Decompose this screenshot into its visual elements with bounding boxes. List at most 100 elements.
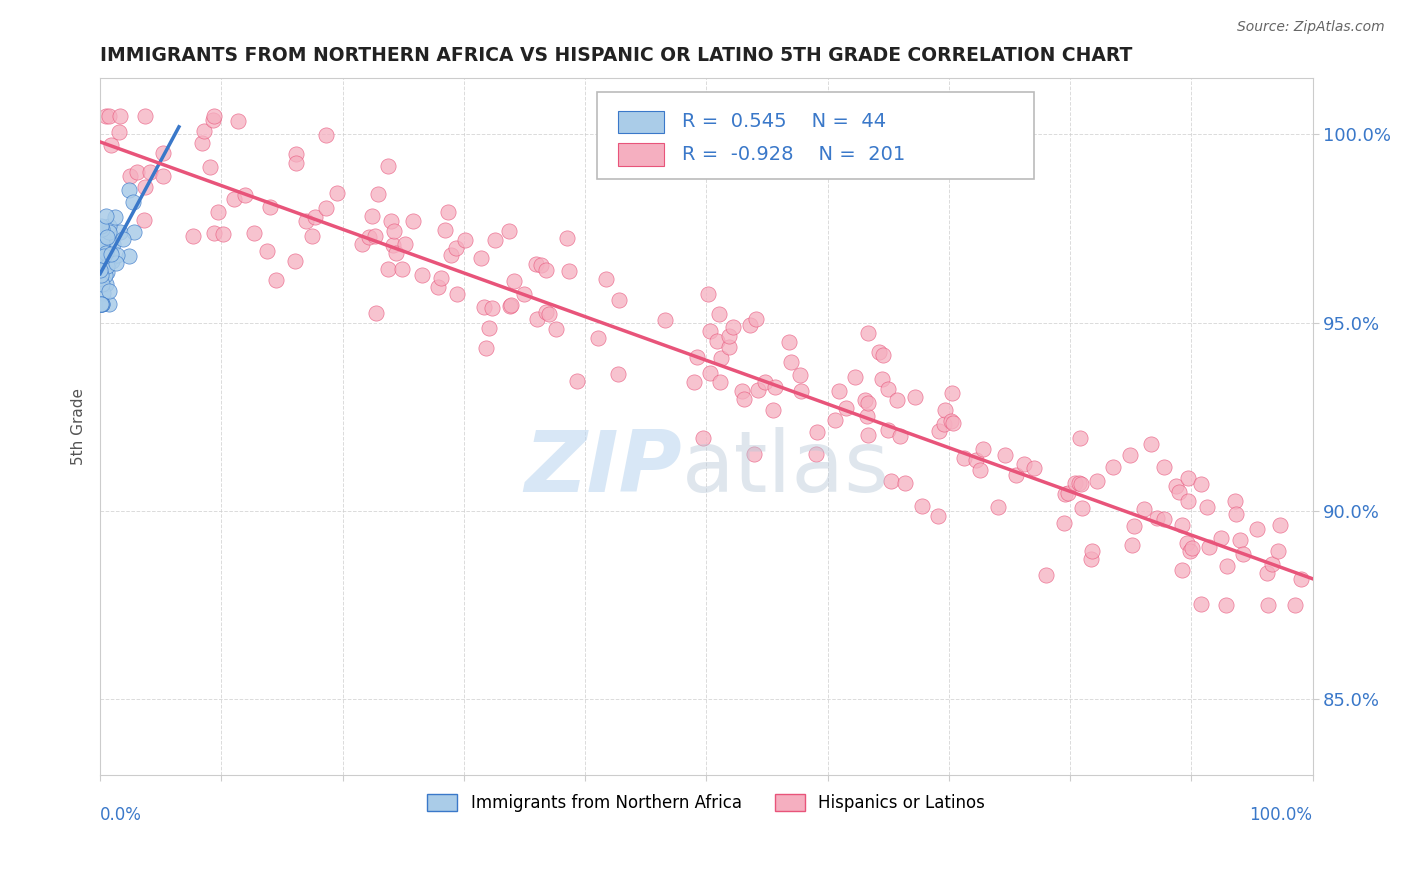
Point <box>100 138 122 153</box>
Point <box>778 335 800 350</box>
Point <box>904 390 927 404</box>
Point <box>1178 543 1201 558</box>
Point <box>965 453 987 467</box>
Point <box>858 428 880 442</box>
Point <box>844 370 866 384</box>
Point <box>1081 543 1104 558</box>
Point <box>212 227 235 242</box>
Point <box>754 375 776 389</box>
Point <box>138 165 160 179</box>
Point <box>941 386 963 401</box>
Point <box>94 209 117 223</box>
Point <box>686 351 709 365</box>
Point <box>1005 468 1028 483</box>
Point <box>436 205 458 219</box>
Text: IMMIGRANTS FROM NORTHERN AFRICA VS HISPANIC OR LATINO 5TH GRADE CORRELATION CHAR: IMMIGRANTS FROM NORTHERN AFRICA VS HISPA… <box>100 46 1132 65</box>
Point <box>1189 477 1212 491</box>
Point <box>789 368 811 383</box>
Point <box>98 225 121 239</box>
Point <box>524 257 547 271</box>
Point <box>474 300 496 314</box>
Point <box>879 475 901 489</box>
Point <box>91 222 114 236</box>
Point <box>284 254 307 268</box>
Point <box>969 463 991 477</box>
Point <box>380 213 402 227</box>
Point <box>1153 512 1175 526</box>
Point <box>1181 541 1204 556</box>
Point <box>183 229 205 244</box>
Point <box>1140 436 1163 450</box>
Point <box>1284 598 1306 612</box>
Point <box>595 272 617 286</box>
Point <box>107 248 129 262</box>
Point <box>481 301 503 316</box>
Point <box>1229 533 1251 548</box>
Point <box>780 355 803 369</box>
Point <box>1132 501 1154 516</box>
Point <box>1246 522 1268 536</box>
Point <box>391 262 413 277</box>
Point <box>94 277 117 291</box>
Point <box>1256 566 1278 580</box>
Point <box>89 297 111 311</box>
Point <box>1289 572 1312 586</box>
Point <box>304 210 326 224</box>
Point <box>1225 507 1247 521</box>
FancyBboxPatch shape <box>617 111 664 133</box>
Point <box>105 256 128 270</box>
Point <box>1102 459 1125 474</box>
Point <box>366 306 388 320</box>
Point <box>98 219 121 233</box>
Point <box>193 124 215 138</box>
Point <box>1053 516 1076 530</box>
Point <box>326 186 349 200</box>
Point <box>96 259 118 273</box>
Point <box>1225 493 1247 508</box>
Point <box>501 298 523 312</box>
Point <box>394 237 416 252</box>
Point <box>434 223 457 237</box>
Point <box>94 245 117 260</box>
Point <box>350 236 373 251</box>
Point <box>98 297 121 311</box>
Point <box>886 392 908 407</box>
Point <box>202 109 225 123</box>
Point <box>699 324 721 338</box>
Point <box>91 252 114 267</box>
Point <box>474 341 496 355</box>
Text: 100.0%: 100.0% <box>1250 806 1313 824</box>
Point <box>1121 538 1143 552</box>
Point <box>1197 500 1219 515</box>
Point <box>710 351 733 365</box>
Point <box>1257 598 1279 612</box>
Point <box>941 416 963 430</box>
Point <box>315 201 337 215</box>
Point <box>499 299 522 313</box>
Point <box>484 233 506 247</box>
Point <box>134 180 156 194</box>
Point <box>110 109 132 123</box>
Point <box>747 384 769 398</box>
Legend: Immigrants from Northern Africa, Hispanics or Latinos: Immigrants from Northern Africa, Hispani… <box>420 787 993 819</box>
Point <box>856 326 879 340</box>
Point <box>534 263 557 277</box>
Point <box>1070 476 1092 491</box>
Point <box>534 304 557 318</box>
Point <box>928 424 950 438</box>
Point <box>893 475 915 490</box>
Point <box>1164 479 1187 493</box>
FancyBboxPatch shape <box>598 92 1033 179</box>
Point <box>90 258 112 272</box>
Point <box>152 169 174 184</box>
Point <box>207 205 229 219</box>
Point <box>502 274 524 288</box>
Point <box>446 287 468 301</box>
Point <box>565 374 588 388</box>
Point <box>1022 460 1045 475</box>
Point <box>202 226 225 240</box>
Point <box>90 235 112 250</box>
Point <box>93 285 115 300</box>
Point <box>377 261 399 276</box>
Point <box>284 147 307 161</box>
